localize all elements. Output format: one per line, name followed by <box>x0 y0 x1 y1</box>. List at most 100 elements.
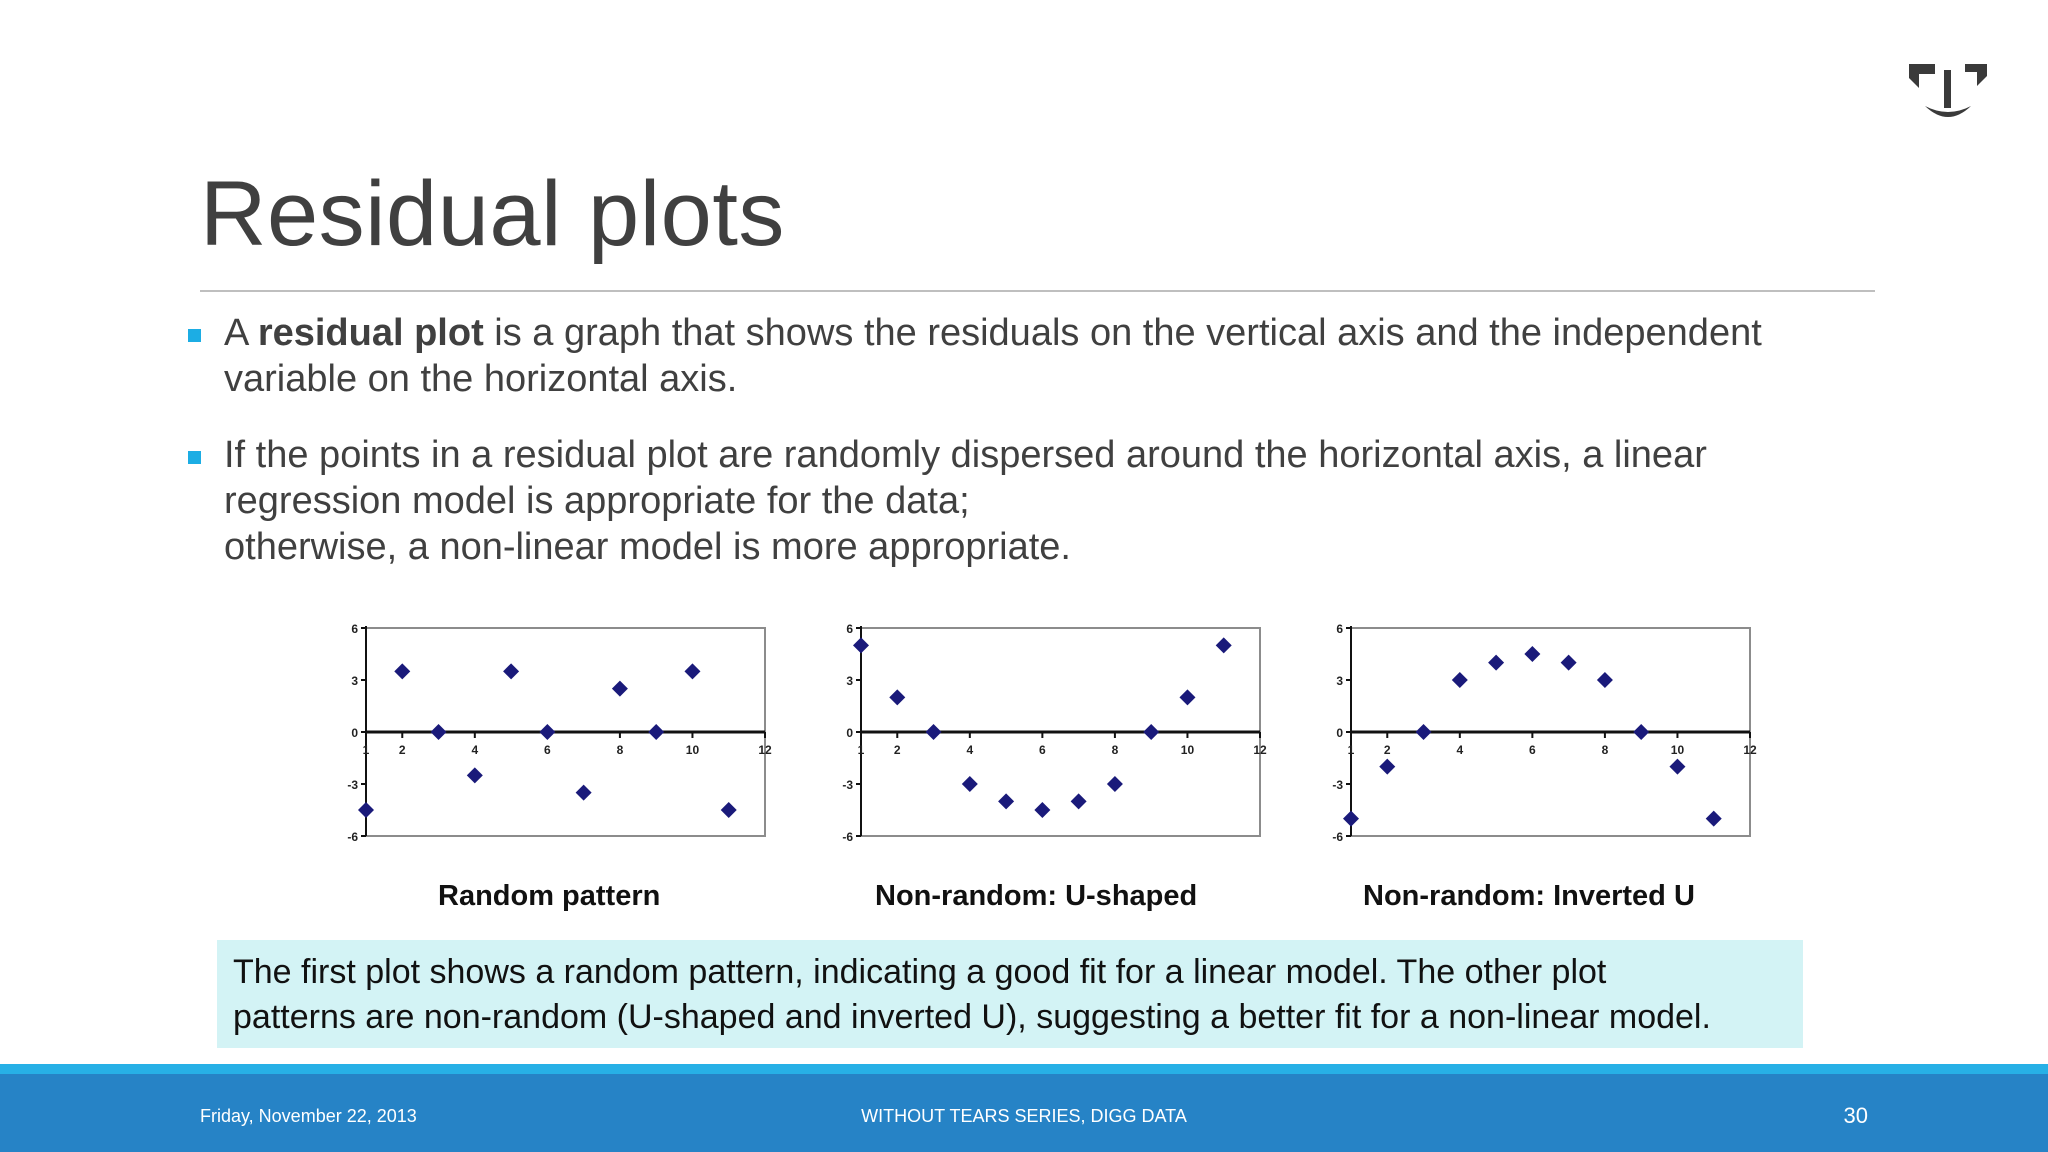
y-tick-label: -6 <box>347 830 358 844</box>
x-tick-label: 2 <box>1384 743 1391 757</box>
data-point <box>1215 637 1232 654</box>
data-point <box>648 724 665 740</box>
data-point <box>1070 793 1087 810</box>
x-tick-label: 10 <box>1181 743 1195 757</box>
data-point <box>466 767 483 784</box>
x-tick-label: 4 <box>471 743 478 757</box>
x-tick-label: 4 <box>1456 743 1463 757</box>
data-point <box>961 776 978 792</box>
y-tick-label: -6 <box>842 830 853 844</box>
y-tick-label: 0 <box>1336 726 1343 740</box>
data-point <box>1106 776 1123 792</box>
x-tick-label: 1 <box>363 743 370 757</box>
x-tick-label: 10 <box>686 743 700 757</box>
y-tick-label: 6 <box>846 622 853 636</box>
bullet-list: A residual plot is a graph that shows th… <box>188 310 1828 570</box>
logo-icon <box>1909 64 1987 117</box>
data-point <box>394 663 411 680</box>
x-tick-label: 8 <box>1602 743 1609 757</box>
x-tick-label: 6 <box>1529 743 1536 757</box>
y-tick-label: 3 <box>846 674 853 688</box>
residual-plots: 6 3 0 -3 -6 1 2 4 6 8 10 12 Random pattern 6 3 0 -3 -6 1… <box>330 612 1800 930</box>
scatter-plot-u-shaped: 630-3-61 2 4 6 8 10 12 <box>842 622 1267 844</box>
data-point <box>1179 689 1196 706</box>
y-tick-label: 0 <box>351 726 358 740</box>
x-tick-label: 12 <box>758 743 772 757</box>
data-point <box>611 680 628 697</box>
footer-accent-strip <box>0 1064 2048 1074</box>
footer-series: WITHOUT TEARS SERIES, DIGG DATA <box>861 1106 1187 1126</box>
data-point <box>1034 802 1051 818</box>
data-point <box>1415 724 1432 740</box>
data-point <box>358 802 374 818</box>
scatter-plot-random: 630-3-61 2 4 6 8 10 12 <box>347 622 772 844</box>
plot-caption: Non-random: Inverted U <box>1363 880 1695 912</box>
x-tick-label: 1 <box>858 743 865 757</box>
data-point <box>1596 672 1613 688</box>
footer-bar: Friday, November 22, 2013 WITHOUT TEARS … <box>0 1074 2048 1152</box>
bullet-line: If the points in a residual plot are ran… <box>224 434 1707 476</box>
data-point <box>925 724 942 740</box>
data-point <box>889 689 906 706</box>
y-tick-label: 3 <box>351 674 358 688</box>
bullet-marker <box>188 329 201 342</box>
page-number: 30 <box>1843 1103 1868 1128</box>
plot-caption: Non-random: U-shaped <box>875 880 1198 912</box>
data-point <box>1488 654 1505 671</box>
bullet-bold-term: residual plot <box>257 312 484 354</box>
data-point <box>1633 724 1650 740</box>
x-tick-label: 1 <box>1348 743 1355 757</box>
y-tick-label: 6 <box>1336 622 1343 636</box>
title-divider <box>200 290 1875 292</box>
y-tick-label: -3 <box>842 778 853 792</box>
x-tick-label: 12 <box>1743 743 1757 757</box>
bullet-line: A residual plot is a graph that shows th… <box>224 310 1828 356</box>
callout-line: The first plot shows a random pattern, i… <box>233 953 1607 991</box>
bullet-item: A residual plot is a graph that shows th… <box>188 310 1828 402</box>
data-point <box>575 784 592 801</box>
data-point <box>1705 810 1722 827</box>
bullet-line: variable on the horizontal axis. <box>224 358 738 400</box>
data-point <box>1524 646 1541 662</box>
plot-inverted-u: 6 3 0 -3 -6 1 2 4 6 8 10 12 Non-random: Inverted U <box>1315 612 1765 912</box>
bullet-text: A <box>224 312 258 354</box>
data-point <box>684 663 701 680</box>
data-point <box>539 724 556 740</box>
data-point <box>1669 758 1686 775</box>
x-tick-label: 10 <box>1671 743 1685 757</box>
data-point <box>1451 672 1468 688</box>
data-point <box>853 637 869 654</box>
data-point <box>1379 758 1396 775</box>
y-tick-label: 6 <box>351 622 358 636</box>
y-tick-label: -3 <box>1332 778 1343 792</box>
data-point <box>720 802 737 818</box>
scatter-plot-inverted-u: 630-3-61 2 4 6 8 10 12 <box>1332 622 1757 844</box>
x-tick-label: 6 <box>544 743 551 757</box>
bullet-text: is a graph that shows the residuals on t… <box>483 312 1762 354</box>
y-tick-label: -3 <box>347 778 358 792</box>
y-tick-label: 3 <box>1336 674 1343 688</box>
data-point <box>1560 654 1577 671</box>
bullet-line: otherwise, a non-linear model is more ap… <box>224 526 1071 568</box>
x-tick-label: 8 <box>1112 743 1119 757</box>
x-tick-label: 4 <box>966 743 973 757</box>
callout-line: patterns are non-random (U-shaped and in… <box>233 998 1711 1036</box>
data-point <box>503 663 520 680</box>
bullet-line: regression model is appropriate for the … <box>224 480 970 522</box>
x-tick-label: 2 <box>399 743 406 757</box>
data-point <box>1343 810 1359 827</box>
data-point <box>430 724 447 740</box>
x-tick-label: 12 <box>1253 743 1267 757</box>
footer-date: Friday, November 22, 2013 <box>200 1106 417 1126</box>
data-point <box>1143 724 1160 740</box>
slide-title: Residual plots <box>200 163 785 265</box>
bullet-item: If the points in a residual plot are ran… <box>188 432 1828 570</box>
y-tick-label: -6 <box>1332 830 1343 844</box>
y-tick-label: 0 <box>846 726 853 740</box>
callout-box: The first plot shows a random pattern, i… <box>217 940 1803 1048</box>
data-point <box>998 793 1015 810</box>
plot-caption: Random pattern <box>438 880 661 912</box>
x-tick-label: 6 <box>1039 743 1046 757</box>
x-tick-label: 2 <box>894 743 901 757</box>
plot-u-shaped: 6 3 0 -3 -6 1 2 4 6 8 10 12 Non-random: U-shaped <box>825 612 1275 912</box>
